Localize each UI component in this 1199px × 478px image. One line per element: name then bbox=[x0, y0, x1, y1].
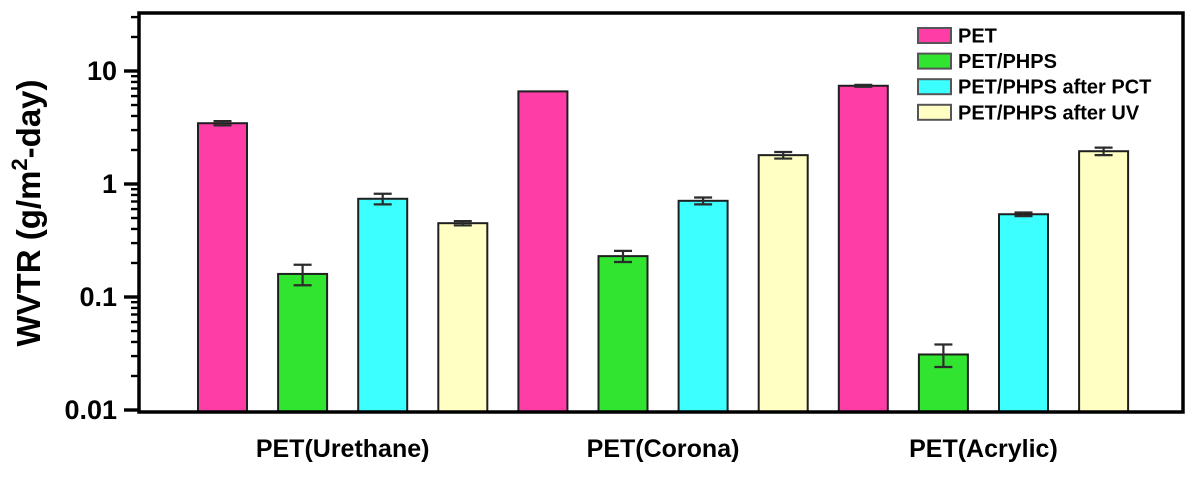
bar-pet-phps-after-pct-pet-corona- bbox=[677, 199, 729, 413]
y-tick-label: 0.1 bbox=[79, 282, 117, 312]
legend-swatch-3 bbox=[917, 78, 952, 96]
legend-label-4: PET/PHPS after UV bbox=[958, 102, 1140, 124]
bar-pet-phps-pet-corona- bbox=[597, 255, 649, 413]
legend-swatch-4 bbox=[917, 103, 952, 121]
legend-swatch-2 bbox=[917, 52, 952, 70]
x-category-label: PET(Corona) bbox=[587, 435, 740, 463]
bar-pet-pet-corona- bbox=[517, 90, 569, 413]
bar-pet-pet-acrylic- bbox=[837, 84, 889, 413]
legend-label-1: PET bbox=[958, 26, 997, 48]
bar-pet-phps-after-pct-pet-urethane- bbox=[357, 197, 409, 413]
bar-pet-phps-pet-urethane- bbox=[277, 272, 329, 413]
legend-label-2: PET/PHPS bbox=[958, 51, 1057, 73]
y-axis-title: WVTR (g/m2-day) bbox=[7, 79, 47, 346]
x-category-label: PET(Acrylic) bbox=[909, 435, 1058, 463]
y-tick-label: 0.01 bbox=[64, 395, 117, 425]
legend-swatch-1 bbox=[917, 27, 952, 44]
legend-label-3: PET/PHPS after PCT bbox=[958, 77, 1151, 99]
y-tick-label: 10 bbox=[87, 56, 117, 86]
plot-frame bbox=[137, 11, 1185, 414]
x-category-label: PET(Urethane) bbox=[256, 435, 430, 463]
bar-pet-pet-urethane- bbox=[197, 122, 248, 413]
y-tick-label: 1 bbox=[102, 169, 117, 199]
bar-pet-phps-after-uv-pet-acrylic- bbox=[1078, 150, 1130, 414]
bar-pet-phps-after-uv-pet-urethane- bbox=[437, 222, 489, 413]
bar-pet-phps-after-pct-pet-acrylic- bbox=[998, 213, 1049, 413]
bar-pet-phps-after-uv-pet-corona- bbox=[757, 154, 809, 413]
